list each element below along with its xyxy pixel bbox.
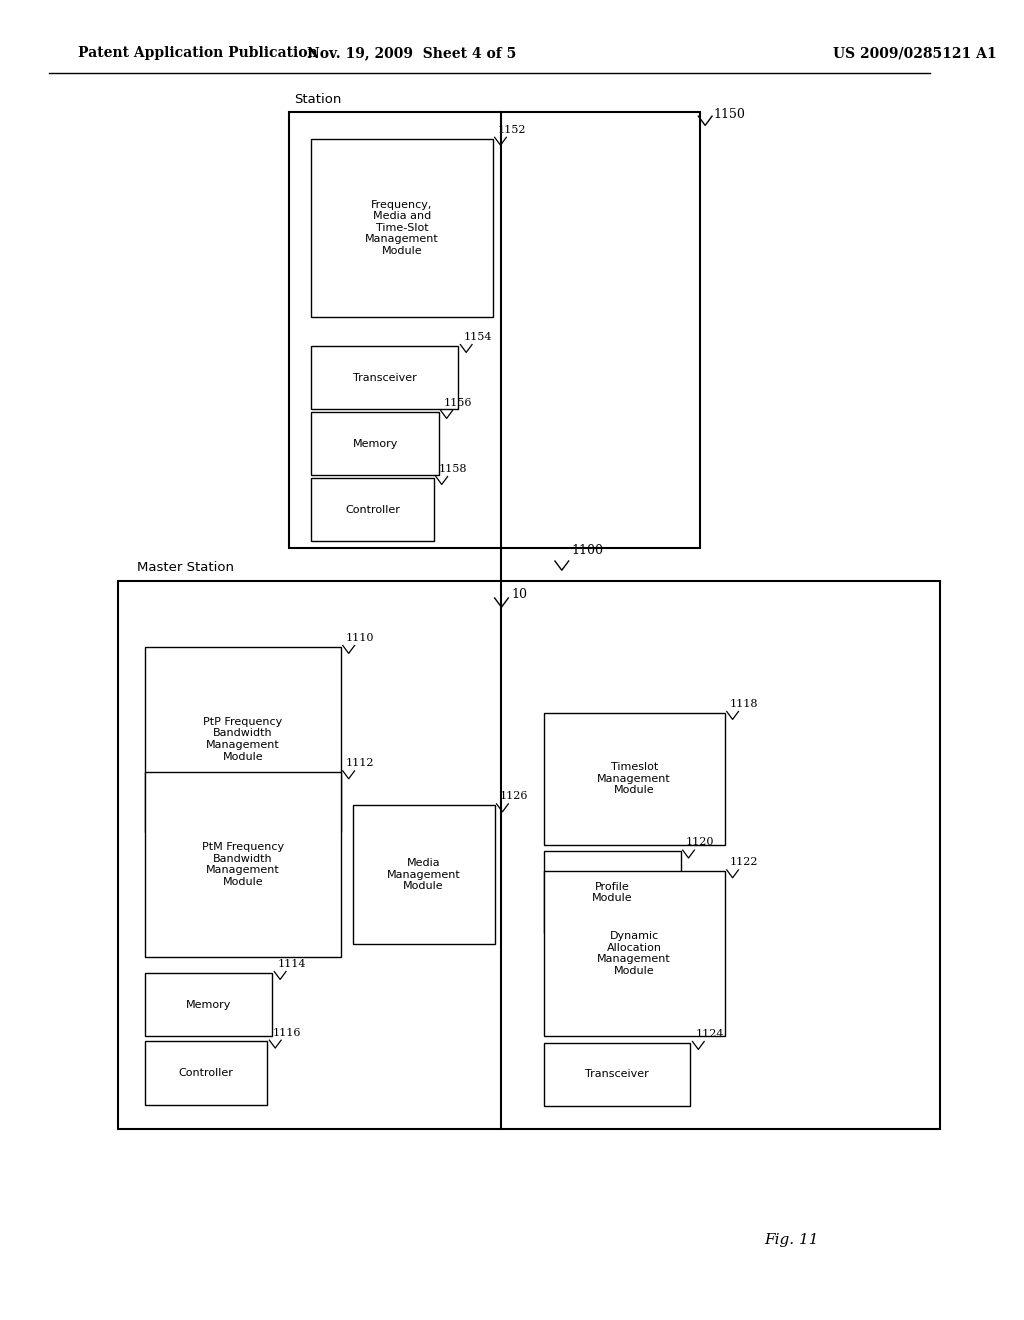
Text: 10: 10	[511, 587, 527, 601]
FancyBboxPatch shape	[145, 973, 272, 1036]
Text: 1100: 1100	[571, 544, 603, 557]
Text: Media
Management
Module: Media Management Module	[387, 858, 461, 891]
FancyBboxPatch shape	[544, 713, 725, 845]
Text: 1110: 1110	[346, 632, 374, 643]
Text: Profile
Module: Profile Module	[592, 882, 633, 903]
Text: Master Station: Master Station	[137, 561, 234, 574]
Text: PtM Frequency
Bandwidth
Management
Module: PtM Frequency Bandwidth Management Modul…	[202, 842, 284, 887]
Text: Transceiver: Transceiver	[353, 372, 417, 383]
FancyBboxPatch shape	[544, 851, 681, 933]
Text: Controller: Controller	[179, 1068, 233, 1078]
Text: 1116: 1116	[272, 1027, 301, 1038]
Text: 1156: 1156	[443, 397, 472, 408]
FancyBboxPatch shape	[311, 139, 493, 317]
Text: Fig. 11: Fig. 11	[764, 1233, 818, 1247]
Text: 1118: 1118	[730, 698, 758, 709]
Text: 1120: 1120	[686, 837, 714, 847]
FancyBboxPatch shape	[544, 871, 725, 1036]
FancyBboxPatch shape	[145, 1041, 267, 1105]
Text: 1126: 1126	[500, 791, 528, 801]
Text: Memory: Memory	[352, 438, 397, 449]
FancyBboxPatch shape	[289, 112, 700, 548]
FancyBboxPatch shape	[311, 478, 434, 541]
Text: 1124: 1124	[695, 1028, 724, 1039]
Text: Patent Application Publication: Patent Application Publication	[79, 46, 318, 61]
FancyBboxPatch shape	[145, 647, 341, 832]
Text: Dynamic
Allocation
Management
Module: Dynamic Allocation Management Module	[597, 932, 671, 975]
Text: Nov. 19, 2009  Sheet 4 of 5: Nov. 19, 2009 Sheet 4 of 5	[307, 46, 516, 61]
FancyBboxPatch shape	[311, 346, 459, 409]
Text: Station: Station	[294, 92, 341, 106]
Text: 1150: 1150	[713, 108, 744, 121]
Text: 1158: 1158	[438, 463, 467, 474]
Text: 1152: 1152	[498, 124, 526, 135]
Text: PtP Frequency
Bandwidth
Management
Module: PtP Frequency Bandwidth Management Modul…	[204, 717, 283, 762]
FancyBboxPatch shape	[544, 1043, 690, 1106]
FancyBboxPatch shape	[311, 412, 438, 475]
FancyBboxPatch shape	[118, 581, 940, 1129]
Text: Timeslot
Management
Module: Timeslot Management Module	[597, 762, 671, 796]
Text: Memory: Memory	[186, 999, 231, 1010]
Text: 1122: 1122	[730, 857, 758, 867]
Text: Transceiver: Transceiver	[585, 1069, 649, 1080]
Text: US 2009/0285121 A1: US 2009/0285121 A1	[833, 46, 996, 61]
Text: 1154: 1154	[463, 331, 492, 342]
Text: 1112: 1112	[346, 758, 374, 768]
FancyBboxPatch shape	[145, 772, 341, 957]
FancyBboxPatch shape	[352, 805, 495, 944]
Text: Frequency,
Media and
Time-Slot
Management
Module: Frequency, Media and Time-Slot Managemen…	[366, 199, 439, 256]
Text: Controller: Controller	[345, 504, 400, 515]
Text: 1114: 1114	[278, 958, 306, 969]
